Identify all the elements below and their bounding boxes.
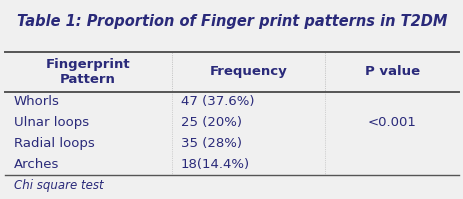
Text: Whorls: Whorls [14, 96, 60, 108]
Text: Frequency: Frequency [209, 65, 287, 78]
Text: 47 (37.6%): 47 (37.6%) [181, 96, 254, 108]
Text: Chi square test: Chi square test [14, 179, 103, 192]
Text: Ulnar loops: Ulnar loops [14, 116, 89, 129]
Text: 35 (28%): 35 (28%) [181, 137, 241, 150]
Text: <0.001: <0.001 [367, 116, 416, 129]
Text: P value: P value [364, 65, 419, 78]
Text: 25 (20%): 25 (20%) [181, 116, 241, 129]
Text: Fingerprint
Pattern: Fingerprint Pattern [46, 58, 130, 86]
Text: Table 1: Proportion of Finger print patterns in T2DM: Table 1: Proportion of Finger print patt… [17, 14, 446, 29]
Text: 18(14.4%): 18(14.4%) [181, 158, 250, 171]
Text: Arches: Arches [14, 158, 59, 171]
Text: Radial loops: Radial loops [14, 137, 94, 150]
